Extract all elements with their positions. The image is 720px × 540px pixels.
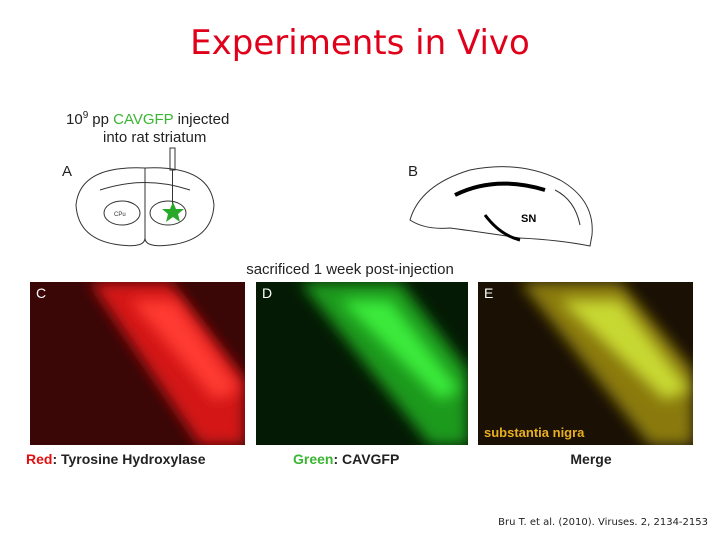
- citation: Bru T. et al. (2010). Viruses. 2, 2134-2…: [498, 517, 708, 528]
- panel-caption: Green: CAVGFP: [293, 451, 399, 467]
- panel-caption: Red: Tyrosine Hydroxylase: [26, 451, 206, 467]
- region-label: SN: [521, 213, 536, 225]
- corpus-callosum: [99, 182, 191, 191]
- injection-verb: injected: [178, 111, 230, 128]
- panel-label: B: [408, 163, 418, 180]
- signal-core: [130, 300, 240, 400]
- cerebellum: [554, 189, 581, 226]
- dose-base: 10: [66, 111, 83, 128]
- nigra-tract: [483, 214, 521, 242]
- panel-e-image: [478, 282, 693, 445]
- injection-star: [162, 202, 184, 222]
- brain-outline: [409, 166, 593, 247]
- signal-core: [340, 300, 460, 400]
- dose-exponent: 9: [83, 110, 89, 121]
- region-label: CPu: [114, 212, 126, 218]
- panel-label: A: [62, 163, 72, 180]
- sacrificed-caption: sacrificed 1 week post-injection: [246, 261, 454, 278]
- region-overlay: substantia nigra: [484, 425, 585, 440]
- panel-d-image: [256, 282, 468, 445]
- panel-label: E: [484, 285, 493, 301]
- caption-text: : Tyrosine Hydroxylase: [52, 451, 205, 467]
- injection-line1: 109 pp CAVGFP injected: [66, 110, 229, 128]
- signal-band: [90, 282, 245, 445]
- caption-text: : CAVGFP: [333, 451, 399, 467]
- coronal-diagram: [75, 147, 215, 247]
- caption-color: Green: [293, 451, 333, 467]
- signal-band: [300, 282, 468, 445]
- vector-name: CAVGFP: [113, 111, 174, 128]
- dose-unit: pp: [92, 111, 109, 128]
- panel-caption: Merge: [570, 451, 611, 467]
- striatum-left: [103, 200, 141, 226]
- caption-color: Red: [26, 451, 52, 467]
- signal-core: [560, 300, 690, 400]
- sagittal-diagram: [409, 166, 593, 247]
- panel-label: D: [262, 285, 272, 301]
- slide-title: Experiments in Vivo: [190, 23, 530, 63]
- panel-c-image: [30, 282, 245, 445]
- ventricle: [454, 181, 546, 197]
- striatum-right: [149, 200, 187, 226]
- signal-band: [520, 282, 693, 445]
- injection-line2: into rat striatum: [103, 129, 206, 146]
- panel-label: C: [36, 285, 46, 301]
